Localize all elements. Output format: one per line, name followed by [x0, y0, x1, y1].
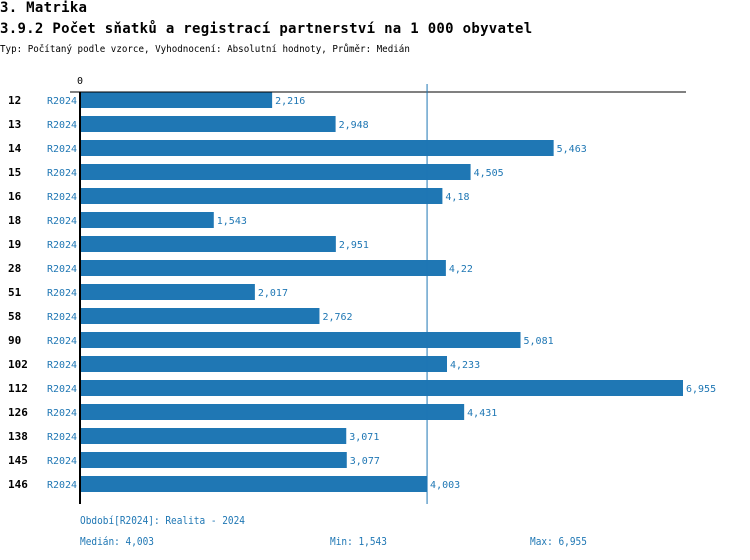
bar	[80, 140, 554, 156]
value-label: 2,951	[339, 240, 369, 251]
period-label: R2024	[47, 432, 77, 443]
bar	[80, 284, 255, 300]
category-label: 90	[8, 334, 21, 347]
period-label: R2024	[47, 192, 77, 203]
period-label: R2024	[47, 96, 77, 107]
bar	[80, 260, 446, 276]
chart-subtitle: Typ: Počítaný podle vzorce, Vyhodnocení:…	[0, 44, 410, 55]
value-label: 5,463	[557, 144, 587, 155]
category-label: 51	[8, 286, 22, 299]
period-label: R2024	[47, 480, 77, 491]
bar	[80, 428, 347, 444]
category-label: 18	[8, 214, 21, 227]
category-label: 138	[8, 430, 28, 443]
period-label: R2024	[47, 120, 77, 131]
bar	[80, 236, 336, 252]
period-label: R2024	[47, 408, 77, 419]
bar	[80, 332, 521, 348]
section-title: 3. Matrika	[0, 0, 88, 16]
min-stat: Min: 1,543	[330, 536, 387, 548]
bar	[80, 164, 471, 180]
period-legend: Období[R2024]: Realita - 2024	[80, 515, 245, 527]
category-label: 16	[8, 190, 22, 203]
value-label: 1,543	[217, 216, 247, 227]
period-label: R2024	[47, 312, 77, 323]
bar	[80, 476, 428, 492]
value-label: 6,955	[686, 384, 716, 395]
value-label: 3,077	[350, 456, 380, 467]
value-label: 4,18	[445, 192, 469, 203]
category-label: 102	[8, 358, 28, 371]
category-label: 28	[8, 262, 21, 275]
bar	[80, 356, 448, 372]
category-label: 13	[8, 118, 21, 131]
chart-title: 3.9.2 Počet sňatků a registrací partners…	[0, 21, 533, 37]
period-label: R2024	[47, 240, 77, 251]
period-label: R2024	[47, 144, 77, 155]
category-label: 19	[8, 238, 21, 251]
value-label: 4,505	[474, 168, 504, 179]
period-label: R2024	[47, 360, 77, 371]
value-label: 4,233	[450, 360, 480, 371]
category-label: 112	[8, 382, 28, 395]
value-label: 2,216	[275, 96, 305, 107]
category-label: 58	[8, 310, 21, 323]
bar	[80, 380, 683, 396]
value-label: 4,003	[430, 480, 460, 491]
period-label: R2024	[47, 264, 77, 275]
bar	[80, 308, 320, 324]
value-label: 3,071	[349, 432, 379, 443]
value-label: 5,081	[524, 336, 554, 347]
category-label: 126	[8, 406, 28, 419]
category-label: 145	[8, 454, 28, 467]
value-label: 2,762	[322, 312, 352, 323]
bar	[80, 404, 465, 420]
period-label: R2024	[47, 216, 77, 227]
bar	[80, 92, 273, 108]
value-label: 4,22	[449, 264, 473, 275]
max-stat: Max: 6,955	[530, 536, 587, 548]
bar	[80, 116, 336, 132]
category-label: 12	[8, 94, 21, 107]
category-label: 15	[8, 166, 21, 179]
category-label: 14	[8, 142, 22, 155]
value-label: 4,431	[467, 408, 497, 419]
value-label: 2,948	[339, 120, 369, 131]
bar	[80, 452, 347, 468]
value-label: 2,017	[258, 288, 288, 299]
median-stat: Medián: 4,003	[80, 536, 154, 548]
period-label: R2024	[47, 456, 77, 467]
axis-zero-label: 0	[77, 76, 83, 87]
period-label: R2024	[47, 288, 77, 299]
bar	[80, 212, 214, 228]
period-label: R2024	[47, 384, 77, 395]
category-label: 146	[8, 478, 28, 491]
period-label: R2024	[47, 336, 77, 347]
period-label: R2024	[47, 168, 77, 179]
bar	[80, 188, 443, 204]
